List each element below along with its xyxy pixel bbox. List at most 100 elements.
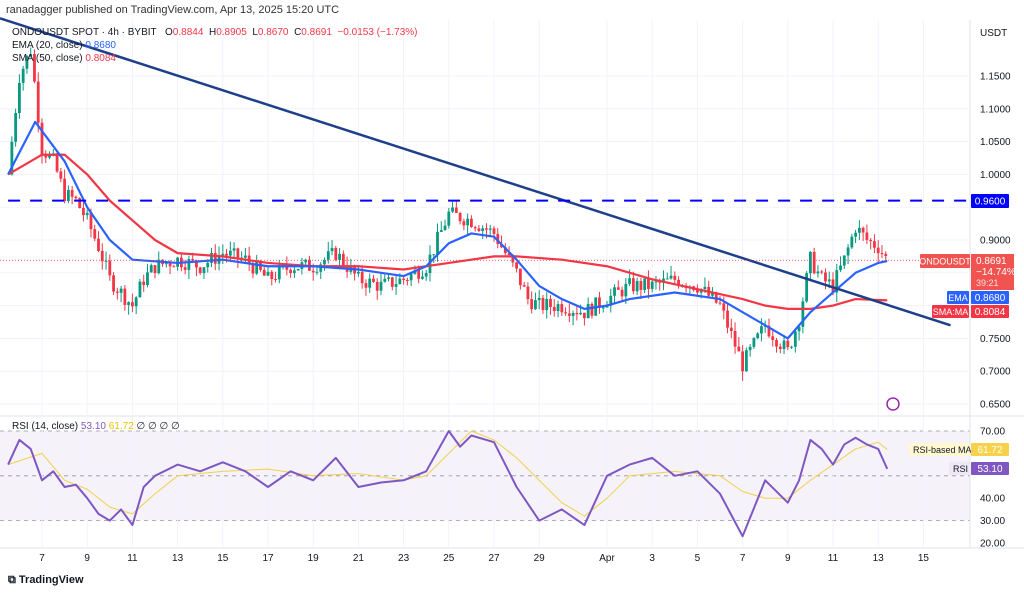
candle-body <box>439 230 443 232</box>
candle-body <box>564 312 567 314</box>
candle-body <box>383 278 387 282</box>
candle-body <box>488 228 492 230</box>
candle-body <box>880 253 884 255</box>
candle-body <box>511 255 515 263</box>
candle-body <box>609 295 613 306</box>
candle-body <box>323 259 326 265</box>
candle-body <box>364 283 368 288</box>
ema-value-badge-bg <box>971 291 1009 304</box>
candle-body <box>733 330 737 347</box>
candle-body <box>270 271 274 279</box>
sma-50-line <box>7 153 888 310</box>
candle-body <box>507 253 511 256</box>
o-label: O <box>165 27 173 38</box>
candle-body <box>631 278 635 292</box>
candle-body <box>711 292 714 296</box>
candle-body <box>274 278 277 280</box>
time-tick: 15 <box>918 553 930 564</box>
rsi-legend-label[interactable]: RSI (14, close) <box>12 421 79 432</box>
candle-body <box>786 340 790 348</box>
candle-body <box>756 333 760 339</box>
candle-body <box>372 278 375 282</box>
time-tick: 9 <box>84 553 90 564</box>
candle-body <box>326 251 330 260</box>
candle-body <box>59 171 63 179</box>
candle-body <box>835 270 839 293</box>
candle-body <box>311 270 315 273</box>
low-value: 0.8670 <box>257 27 289 38</box>
candle-body <box>334 247 338 260</box>
candle-body <box>541 297 545 311</box>
price-tick: 0.6500 <box>980 400 1011 411</box>
candle-body <box>677 279 680 287</box>
ema-value-badge: 0.8680 <box>975 293 1006 304</box>
sma-legend-label[interactable]: SMA (50, close) <box>12 53 83 64</box>
candle-body <box>82 208 85 216</box>
legend: ONDOUSDT SPOT · 4h · BYBIT O0.8844 H0.89… <box>12 26 418 65</box>
candle-body <box>616 287 620 290</box>
rsi-tick: 40.00 <box>980 494 1005 505</box>
candle-body <box>737 346 741 352</box>
candle-body <box>590 303 594 316</box>
candle-body <box>432 254 436 256</box>
candle-body <box>752 338 756 347</box>
candle-body <box>537 297 541 301</box>
price-tick: 0.9000 <box>980 236 1011 247</box>
candle-body <box>119 288 123 293</box>
candle-body <box>820 271 824 273</box>
candle-body <box>530 299 534 310</box>
candle-body <box>405 279 409 281</box>
candle-body <box>451 207 454 212</box>
candle-body <box>620 289 624 297</box>
candle-body <box>213 253 217 264</box>
candle-body <box>164 263 168 265</box>
rsi-legend: RSI (14, close) 53.10 61.72 ∅ ∅ ∅ ∅ <box>12 421 180 432</box>
candle-body <box>601 307 605 309</box>
candle-body <box>809 251 812 274</box>
time-tick: 7 <box>740 553 746 564</box>
candle-body <box>827 279 831 282</box>
candle-body <box>390 277 394 287</box>
candle-body <box>63 178 66 201</box>
candle-body <box>33 54 36 82</box>
candle-body <box>696 290 699 293</box>
ema-label-badge-bg <box>947 291 969 304</box>
candle-body <box>760 326 763 334</box>
candle-body <box>567 313 571 316</box>
candle-body <box>782 340 786 350</box>
time-tick: 29 <box>534 553 546 564</box>
candle-body <box>846 247 850 256</box>
candle-body <box>78 198 82 209</box>
candle-body <box>424 272 428 277</box>
candle-body <box>115 291 119 293</box>
candle-body <box>628 278 631 284</box>
candle-body <box>244 255 247 258</box>
candle-body <box>55 153 59 172</box>
rsi-ma-label-bg <box>909 443 969 456</box>
candle-body <box>74 196 78 199</box>
candle-body <box>854 232 857 237</box>
candle-body <box>876 247 880 254</box>
candle-body <box>142 281 146 286</box>
ema-legend-label[interactable]: EMA (20, close) <box>12 40 83 51</box>
price-badge-bg <box>971 254 1014 290</box>
candle-body <box>647 278 650 289</box>
candle-body <box>195 260 198 268</box>
symbol-info[interactable]: ONDOUSDT SPOT · 4h · BYBIT <box>12 27 157 38</box>
ema-20-line <box>7 120 888 340</box>
candle-body <box>330 247 334 252</box>
candle-body <box>549 298 552 308</box>
candle-body <box>97 238 100 251</box>
candle-body <box>643 278 647 291</box>
candle-body <box>805 273 809 302</box>
candle-body <box>157 259 161 274</box>
sma-label-badge-bg <box>932 305 969 318</box>
candle-body <box>360 271 364 284</box>
candle-body <box>748 346 752 351</box>
candle-body <box>503 247 507 254</box>
flash-icon <box>886 397 900 411</box>
candle-body <box>703 286 707 290</box>
time-tick: 11 <box>828 553 839 564</box>
candle-body <box>153 265 157 274</box>
